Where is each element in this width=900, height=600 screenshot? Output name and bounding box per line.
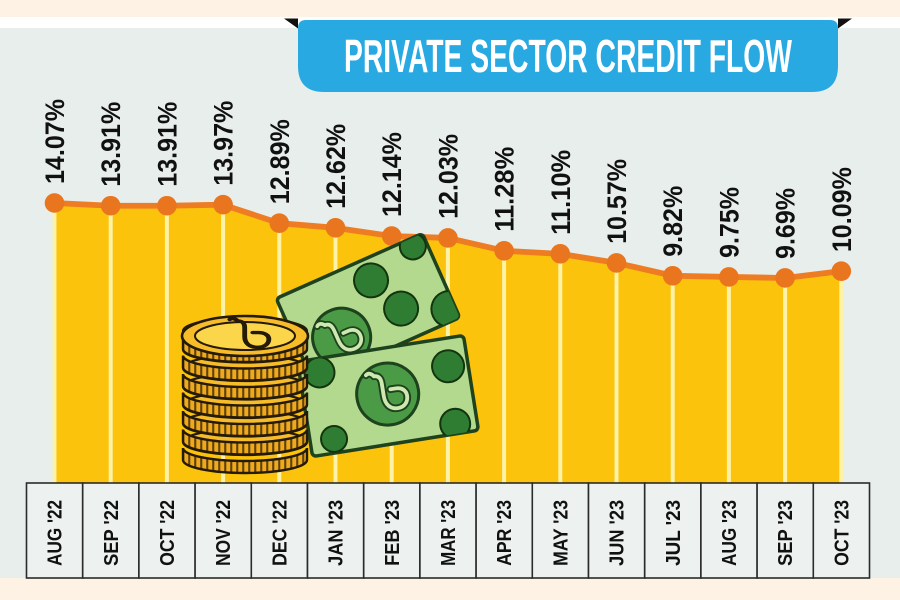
chart-data-points (44, 193, 852, 288)
title-banner: PRIVATE SECTOR CREDIT FLOW (284, 18, 852, 92)
data-point (44, 193, 65, 213)
month-cell-box (25, 482, 84, 579)
month-label: NOV '22 (213, 500, 235, 566)
data-point (269, 213, 290, 234)
data-point (438, 228, 458, 248)
coin-ridged-side (181, 447, 309, 475)
month-cell-box (138, 482, 196, 579)
month-label: OCT '22 (157, 500, 179, 566)
month-label: OCT '23 (831, 500, 853, 566)
month-cell: JUN '23 (587, 482, 646, 579)
month-cell-box (812, 482, 871, 579)
data-point (606, 253, 627, 273)
coin-ridged-side (181, 429, 309, 456)
month-cell: DEC '22 (250, 482, 309, 579)
month-cell-box (306, 482, 365, 579)
month-cell: FEB '23 (362, 482, 421, 579)
banknote-icon (275, 232, 461, 384)
data-point (831, 261, 852, 281)
month-label: JUL '23 (663, 500, 685, 566)
month-label: MAR '23 (438, 500, 460, 566)
month-cell: SEP '23 (756, 482, 815, 579)
value-label: 14.07% (40, 99, 70, 184)
ribbon-fold-right-icon (838, 18, 852, 29)
banknote-icon (296, 334, 480, 458)
month-cell-box (475, 482, 534, 579)
month-cell-box (531, 482, 590, 579)
data-point (775, 268, 795, 288)
value-label: 13.91% (96, 102, 126, 187)
data-point (100, 195, 121, 216)
month-label: AUG '23 (719, 500, 741, 566)
value-label: 12.14% (377, 132, 407, 217)
month-label: APR '23 (494, 500, 516, 566)
month-label: SEP '23 (775, 500, 797, 566)
month-axis: AUG '22 SEP '22 OCT '22 NOV '22 DEC '22 JAN '… (25, 482, 871, 579)
value-label: 11.10% (546, 150, 576, 235)
month-cell: NOV '22 (194, 482, 253, 579)
month-cell: OCT '23 (812, 482, 871, 579)
month-cell: AUG '23 (700, 482, 758, 579)
month-cell: MAY '23 (531, 482, 590, 579)
value-label: 10.09% (827, 167, 857, 252)
coin-ridged-side (181, 373, 309, 401)
value-label: 13.97% (209, 101, 239, 186)
month-cell: MAR '23 (419, 482, 477, 579)
month-cell-box (419, 482, 477, 579)
month-label: FEB '23 (382, 500, 404, 566)
month-cell: JUL '23 (643, 482, 702, 579)
value-labels: 14.07% 13.91% 13.91% 13.97% 12.89% 12.62% 12.1… (40, 99, 857, 259)
data-point (550, 244, 571, 264)
month-cell: AUG '22 (25, 482, 84, 579)
value-label: 12.89% (265, 119, 295, 204)
month-cell-box (700, 482, 758, 579)
page-title: PRIVATE SECTOR CREDIT FLOW (344, 30, 792, 82)
month-cell: SEP '22 (81, 482, 140, 579)
data-point (157, 195, 177, 216)
coin-ridged-side (181, 392, 309, 419)
value-label: 10.57% (602, 159, 632, 244)
month-cell: JAN '23 (306, 482, 365, 579)
value-label: 9.75% (714, 187, 744, 258)
money-illustration (180, 232, 480, 475)
data-point (662, 265, 683, 286)
value-label: 12.62% (321, 124, 351, 209)
month-cell-box (362, 482, 421, 579)
month-cell: APR '23 (475, 482, 534, 579)
month-label: AUG '22 (45, 500, 67, 566)
month-cell-box (250, 482, 309, 579)
month-label: SEP '22 (101, 500, 123, 566)
coin-stack-icon (180, 314, 310, 475)
data-point (719, 267, 739, 287)
banner-shape (298, 20, 838, 92)
month-label: MAY '23 (550, 500, 572, 566)
value-label: 9.82% (658, 186, 688, 257)
coin-ridged-side (181, 355, 309, 382)
value-label: 13.91% (152, 102, 182, 187)
data-point (381, 226, 402, 246)
data-point (325, 218, 346, 238)
data-point (494, 240, 514, 261)
ribbon-fold-left-icon (284, 18, 298, 29)
value-label: 12.03% (433, 134, 463, 219)
coin-ridged-side (181, 410, 309, 438)
month-cell-box (643, 482, 702, 579)
month-label: DEC '22 (269, 500, 291, 566)
month-label: JAN '23 (326, 500, 348, 566)
month-cell-box (587, 482, 646, 579)
value-label: 11.28% (490, 147, 520, 232)
month-cell: OCT '22 (138, 482, 196, 579)
value-label: 9.69% (771, 188, 801, 259)
month-label: JUN '23 (607, 500, 629, 566)
month-cell-box (756, 482, 815, 579)
data-point (213, 194, 233, 215)
